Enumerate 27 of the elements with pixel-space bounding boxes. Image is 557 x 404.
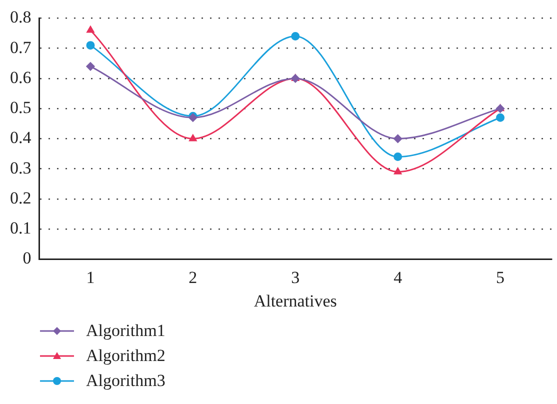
point [86, 62, 95, 71]
point [86, 26, 94, 33]
point [394, 168, 402, 174]
legend-label: Algorithm2 [86, 346, 166, 366]
y-tick-label: 0.1 [10, 218, 32, 238]
x-tick-label: 3 [291, 268, 300, 287]
x-tick-label: 2 [188, 268, 198, 287]
point [189, 134, 197, 142]
legend-label: Algorithm1 [86, 320, 166, 340]
y-tick-label: 0.3 [10, 158, 32, 178]
y-tick-label: 0 [22, 248, 32, 268]
x-tick-label: 1 [86, 268, 95, 287]
y-tick-label: 0.6 [10, 68, 32, 87]
y-tick-label: 0.2 [10, 188, 32, 208]
x-tick-label: 5 [496, 268, 505, 287]
x-axis-title: Alternatives [254, 291, 337, 310]
y-tick-label: 0.4 [10, 128, 32, 148]
point [291, 32, 300, 41]
legend-label: Algorithm3 [86, 370, 166, 390]
point [496, 113, 505, 122]
point [86, 41, 95, 50]
point [394, 152, 402, 162]
point [394, 134, 402, 143]
y-tick-label: 0.7 [10, 38, 32, 57]
y-tick-label: 0.8 [10, 8, 32, 27]
x-tick-label: 4 [394, 268, 403, 287]
y-tick-label: 0.5 [10, 98, 32, 118]
